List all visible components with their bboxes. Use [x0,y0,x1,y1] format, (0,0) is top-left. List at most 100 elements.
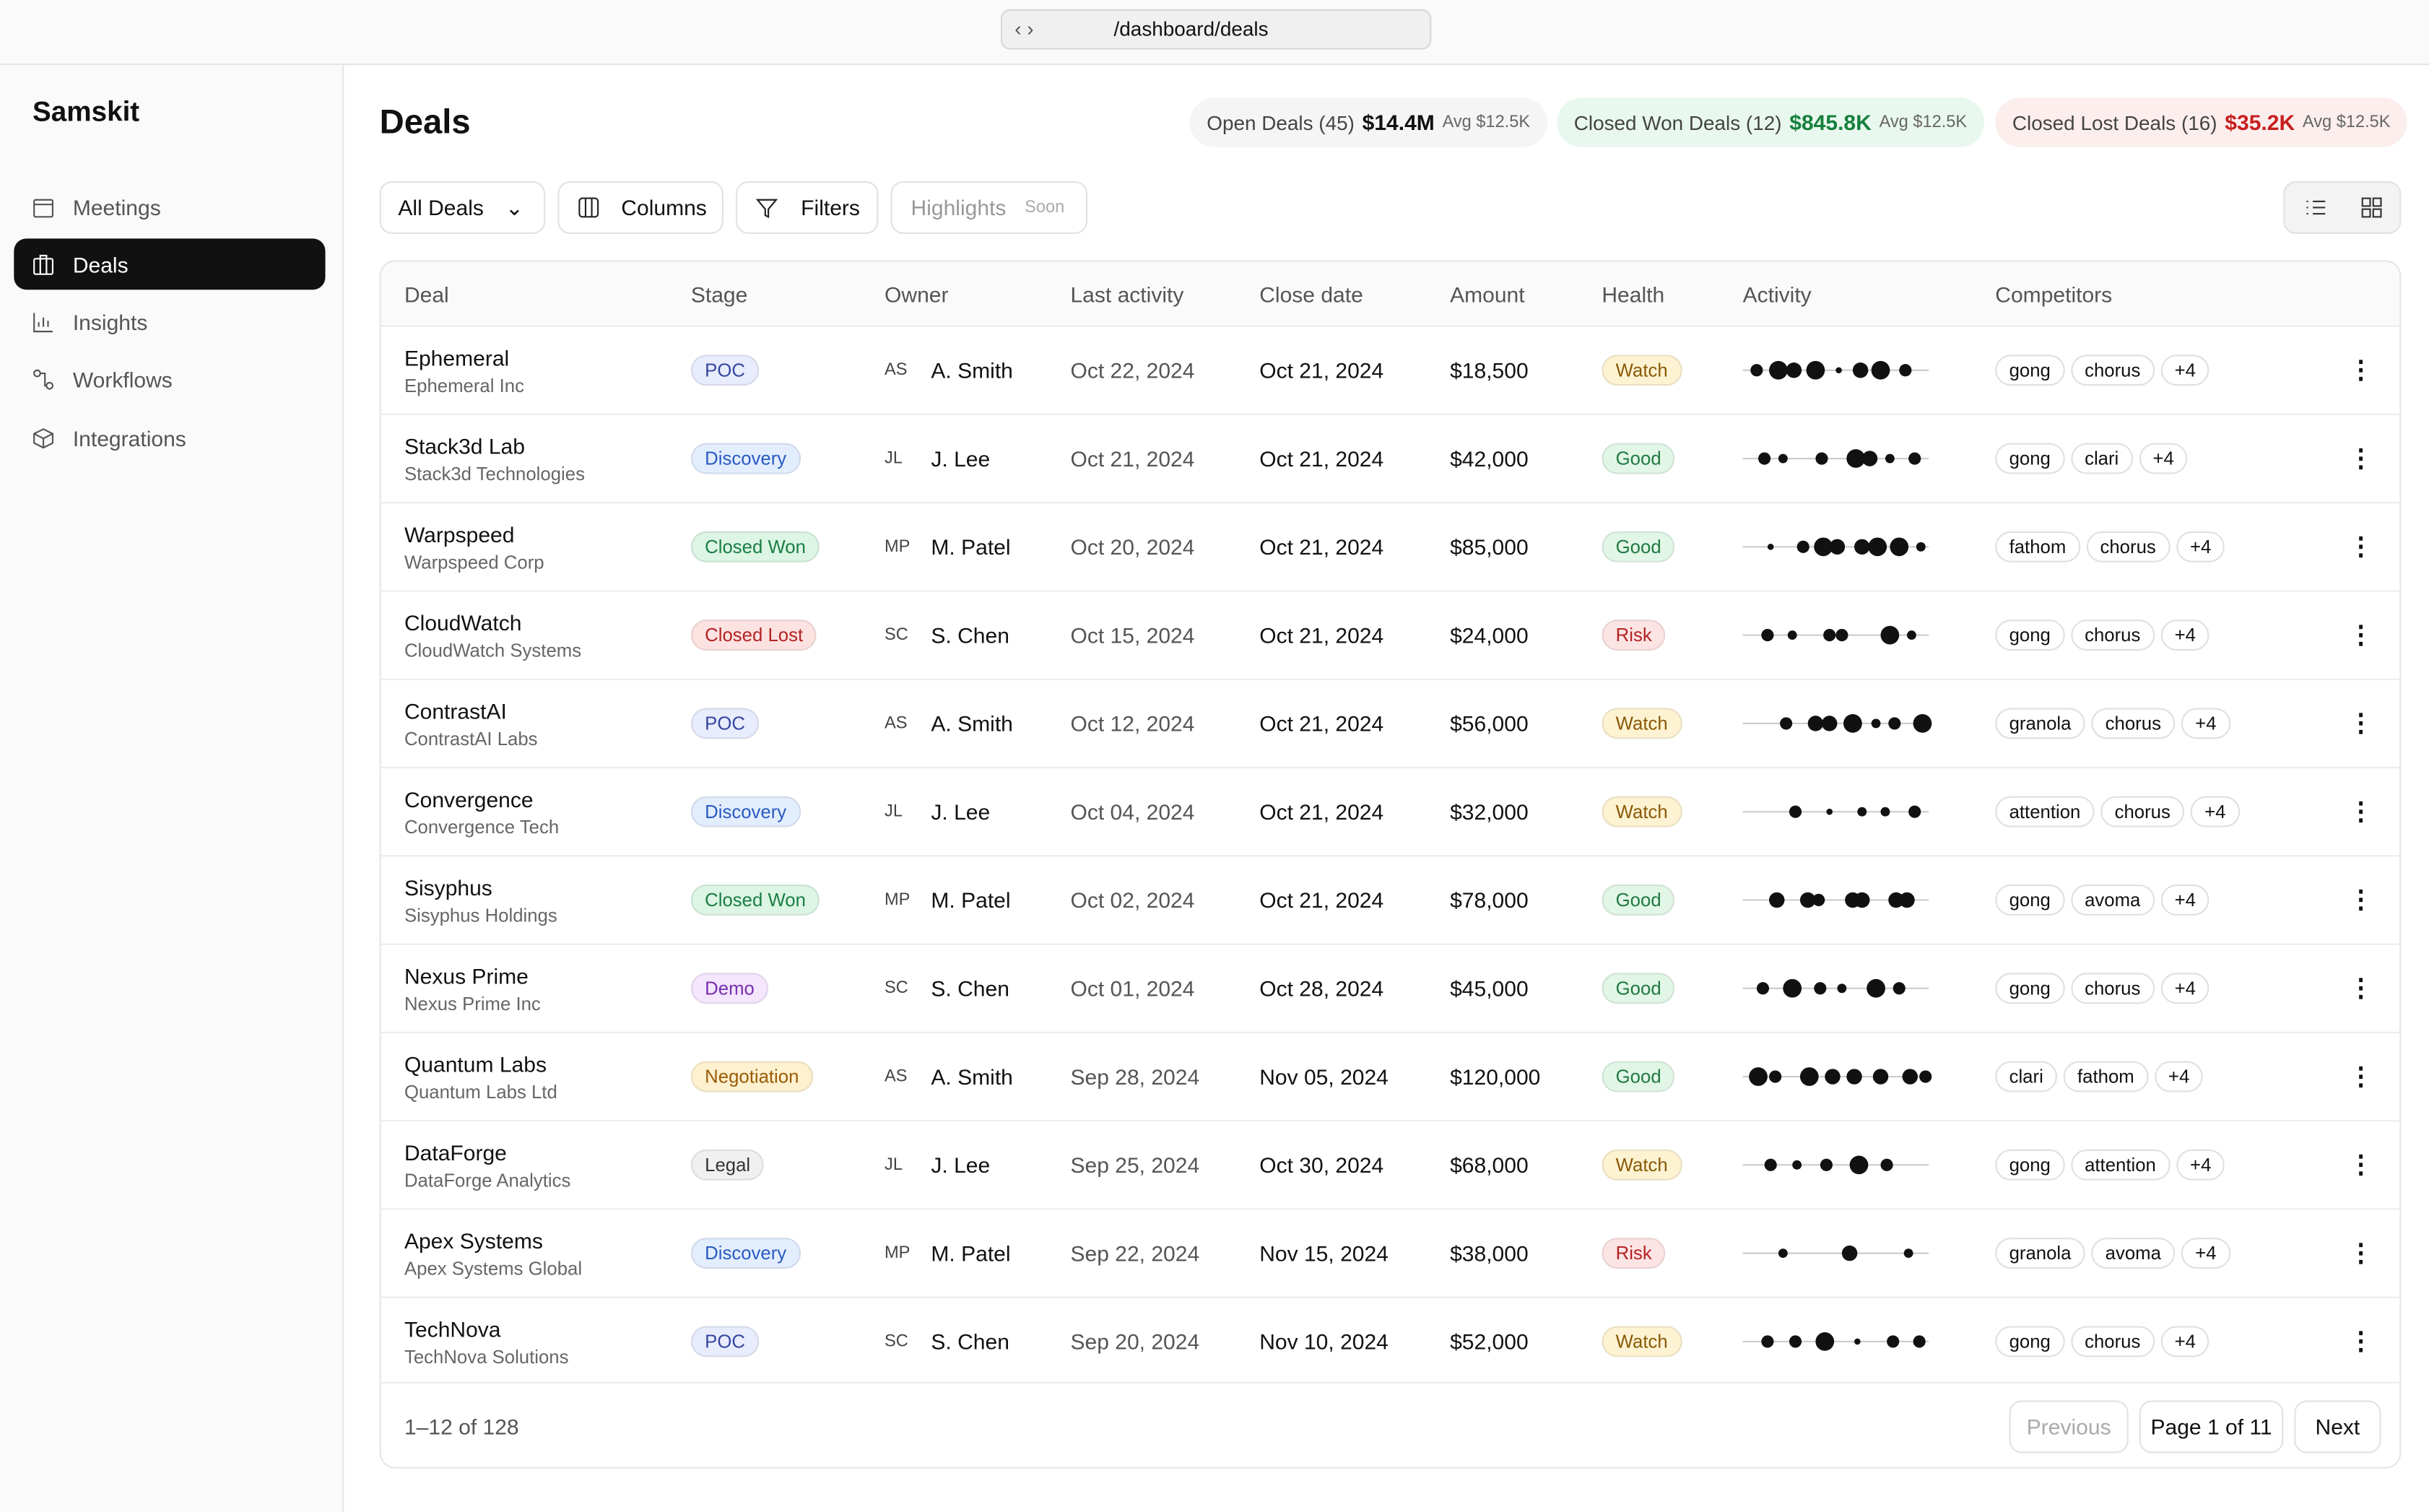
row-menu[interactable]: ⋮ [2348,711,2373,738]
page-button[interactable]: Page 1 of 11 [2139,1400,2284,1454]
competitor-chip: +4 [2181,708,2230,739]
competitors-cell: gong chorus +4 [1995,945,2216,1032]
activity-dot [1764,1158,1777,1171]
deal-row[interactable]: Quantum Labs Quantum Labs Ltd Negotiation A… [381,1031,2400,1120]
owner-initials: SC [885,1332,908,1351]
column-header: Close date [1259,281,1363,306]
activity-dot [1906,630,1916,640]
column-header: Owner [885,281,949,306]
close-date: Oct 21, 2024 [1259,622,1384,648]
owner-name: M. Patel [931,534,1011,560]
deal-name: TechNova [404,1316,501,1341]
activity-dot [1767,544,1774,550]
deal-row[interactable]: Apex Systems Apex Systems Global Discovery… [381,1208,2400,1297]
deal-row[interactable]: Sisyphus Sisyphus Holdings Closed Won MP M. … [381,855,2400,943]
nav-item[interactable]: Meetings [14,181,325,233]
owner-name: S. Chen [931,1329,1009,1355]
row-menu[interactable]: ⋮ [2348,799,2373,826]
stage-badge: POC [690,355,760,386]
activity-dot [1846,1069,1862,1085]
nav-icon [33,198,54,217]
row-menu[interactable]: ⋮ [2348,357,2373,385]
deal-row[interactable]: Stack3d Lab Stack3d Technologies Discovery… [381,413,2400,502]
amount-cell: $85,000 [1450,503,1529,590]
deal-row[interactable]: Nexus Prime Nexus Prime Inc Demo SC S. Chen O… [381,943,2400,1032]
activity-dot [1769,892,1785,908]
competitor-chip: gong [1995,620,2065,651]
stat-pill: Closed Won Deals (12) $845.8K Avg $12.5K [1557,97,1984,147]
row-menu[interactable]: ⋮ [2348,887,2373,914]
view-select[interactable]: All Deals ⌄ [379,181,546,234]
last-activity: Sep 25, 2024 [1070,1152,1200,1178]
deal-row[interactable]: Ephemeral Ephemeral Inc POC AS A. Smith Oct 2… [381,325,2400,414]
owner-cell: SC S. Chen [885,1298,1009,1385]
competitors-cell: gong chorus +4 [1995,592,2216,679]
last-cell: Oct 21, 2024 [1070,415,1194,502]
deal-row[interactable]: ContrastAI ContrastAI Labs POC AS A. Smith Oc… [381,678,2400,767]
row-menu[interactable]: ⋮ [2348,1329,2373,1356]
previous-button[interactable]: Previous [2009,1400,2129,1454]
deal-name: ContrastAI [404,698,507,723]
deal-row[interactable]: CloudWatch CloudWatch Systems Closed Lost S… [381,590,2400,679]
row-menu[interactable]: ⋮ [2348,976,2373,1003]
activity-sparkline [1742,714,1932,733]
deal-company: Nexus Prime Inc [404,992,541,1014]
activity-dot [1789,1335,1802,1348]
nav-item[interactable]: Insights [14,297,325,348]
nav-item[interactable]: Integrations [14,412,325,464]
last-activity: Sep 22, 2024 [1070,1241,1200,1266]
owner-cell: SC S. Chen [885,592,1009,679]
deal-row[interactable]: Warpspeed Warpspeed Corp Closed Won MP M. Pa… [381,502,2400,590]
deal-name: DataForge [404,1139,507,1165]
activity-dot [1821,716,1838,731]
close-cell: Oct 21, 2024 [1259,503,1383,590]
list-icon[interactable] [2305,196,2326,218]
nav-item[interactable]: Workflows [14,355,325,406]
activity-cell [1742,856,1935,943]
brand: Samskit [32,96,140,127]
competitor-chip: +4 [2190,796,2240,827]
activity-dot [1769,360,1788,380]
deals-table: Deal Stage Owner Last activity Close date Amo… [379,260,2402,1469]
activity-dot [1854,539,1870,555]
deal-row[interactable]: Convergence Convergence Tech Discovery JL J.… [381,766,2400,855]
row-menu[interactable]: ⋮ [2348,1152,2373,1179]
activity-dot [1888,892,1904,908]
filters-label: Filters [801,195,860,220]
deal-row[interactable]: DataForge DataForge Analytics Legal JL J. Le… [381,1120,2400,1208]
activity-dot [1778,453,1788,464]
filters-button[interactable]: Filters [736,181,879,234]
last-activity: Oct 20, 2024 [1070,534,1195,560]
close-date: Nov 05, 2024 [1259,1064,1389,1090]
nav-item[interactable]: Deals [14,239,326,290]
columns-button[interactable]: Columns [557,181,724,234]
deal-company: CloudWatch Systems [404,638,582,661]
activity-dot [1890,537,1909,557]
activity-dot [1750,364,1763,377]
view-toggle[interactable] [2283,181,2402,234]
close-cell: Nov 10, 2024 [1259,1298,1389,1385]
row-menu[interactable]: ⋮ [2348,1064,2373,1091]
row-menu[interactable]: ⋮ [2348,446,2373,473]
competitor-chip: +4 [2160,620,2210,651]
activity-dot [1756,982,1770,995]
row-menu[interactable]: ⋮ [2348,1241,2373,1267]
competitor-chip: +4 [2154,1061,2204,1092]
deal-cell: DataForge DataForge Analytics [404,1121,570,1208]
owner-cell: MP M. Patel [885,503,1011,590]
url-bar[interactable]: ‹ › /dashboard/deals [1000,9,1432,50]
health-cell: Risk [1602,1210,1667,1297]
owner-cell: MP M. Patel [885,856,1011,943]
row-menu[interactable]: ⋮ [2348,622,2373,649]
activity-sparkline [1742,360,1929,380]
nav-arrows[interactable]: ‹ › [1014,17,1034,40]
grid-icon[interactable] [2361,196,2383,218]
nav-label: Insights [72,310,148,335]
deal-row[interactable]: TechNova TechNova Solutions POC SC S. Chen Se… [381,1296,2400,1385]
next-button[interactable]: Next [2294,1400,2381,1454]
competitors-cell: fathom chorus +4 [1995,503,2231,590]
health-badge: Good [1602,1061,1675,1092]
row-menu[interactable]: ⋮ [2348,534,2373,561]
stage-badge: Discovery [690,796,801,827]
deal-name: Ephemeral [404,344,510,370]
